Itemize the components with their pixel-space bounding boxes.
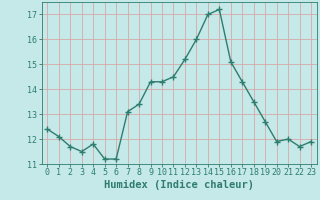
X-axis label: Humidex (Indice chaleur): Humidex (Indice chaleur) [104, 180, 254, 190]
